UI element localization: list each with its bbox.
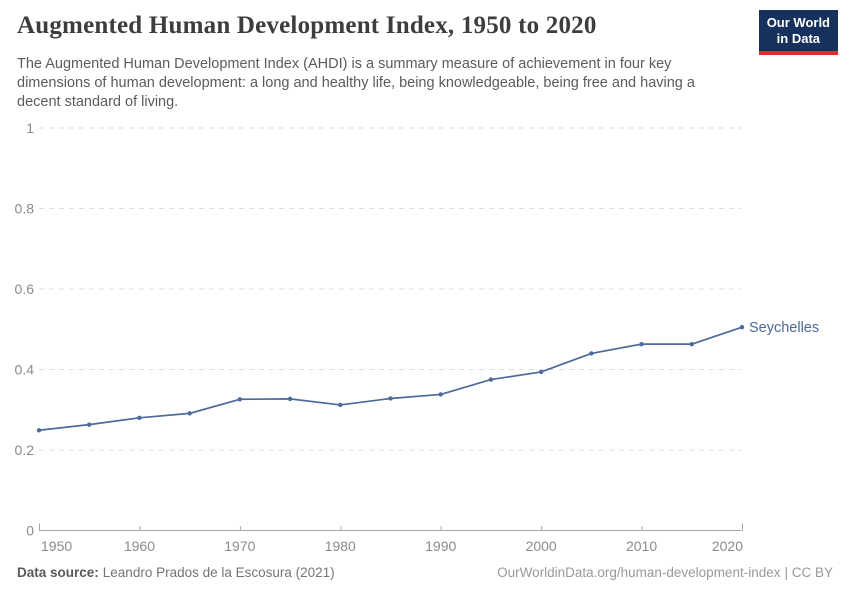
- owid-logo-line2: in Data: [776, 31, 821, 46]
- x-tick-label: 1990: [425, 538, 456, 554]
- credit-line: OurWorldinData.org/human-development-ind…: [497, 565, 833, 580]
- data-point: [689, 341, 694, 347]
- data-point: [639, 341, 644, 347]
- credit-url[interactable]: OurWorldinData.org/human-development-ind…: [497, 565, 781, 580]
- y-tick-label: 0: [26, 523, 34, 539]
- x-tick-label: 1980: [325, 538, 356, 554]
- y-tick-label: 1: [26, 120, 34, 136]
- data-point: [488, 377, 494, 382]
- series-line: [38, 326, 743, 432]
- data-point: [438, 392, 443, 397]
- data-point: [237, 397, 243, 402]
- data-point: [87, 422, 92, 427]
- x-tick-label: 2020: [712, 538, 743, 554]
- x-tick-label: 1960: [124, 538, 155, 554]
- page-title: Augmented Human Development Index, 1950 …: [17, 12, 597, 39]
- y-tick-label: 0.6: [15, 281, 35, 297]
- subtitle-line: The Augmented Human Development Index (A…: [17, 56, 672, 72]
- x-tick-label: 2010: [626, 538, 657, 554]
- data-point: [338, 402, 343, 408]
- x-tick-label: 1950: [41, 538, 72, 554]
- series-label: Seychelles: [749, 320, 819, 336]
- x-tick-label: 2000: [526, 538, 557, 554]
- y-tick-label: 0.8: [15, 201, 35, 217]
- x-tick-label: 1970: [224, 538, 255, 554]
- data-point: [137, 415, 142, 420]
- y-tick-label: 0.2: [15, 442, 35, 458]
- owid-logo-line1: Our World: [766, 15, 830, 30]
- data-point: [36, 428, 42, 433]
- y-tick-label: 0.4: [15, 362, 35, 378]
- owid-logo[interactable]: Our World in Data: [758, 10, 838, 55]
- data-point: [287, 396, 293, 402]
- data-source-label: Data source:: [17, 565, 99, 580]
- data-source: Data source: Leandro Prados de la Escosur…: [17, 565, 335, 580]
- data-source-value: Leandro Prados de la Escosura (2021): [102, 565, 335, 580]
- page-subtitle: The Augmented Human Development Index (A…: [17, 55, 695, 112]
- data-point: [589, 351, 594, 356]
- subtitle-line: decent standard of living.: [17, 94, 179, 110]
- credit-license: | CC BY: [784, 565, 833, 580]
- data-point: [538, 369, 544, 375]
- subtitle-line: dimensions of human development: a long …: [17, 75, 695, 91]
- data-point: [388, 396, 393, 401]
- chart-footer: Data source: Leandro Prados de la Escosur…: [17, 565, 833, 580]
- data-point: [187, 411, 192, 416]
- data-point: [739, 325, 745, 330]
